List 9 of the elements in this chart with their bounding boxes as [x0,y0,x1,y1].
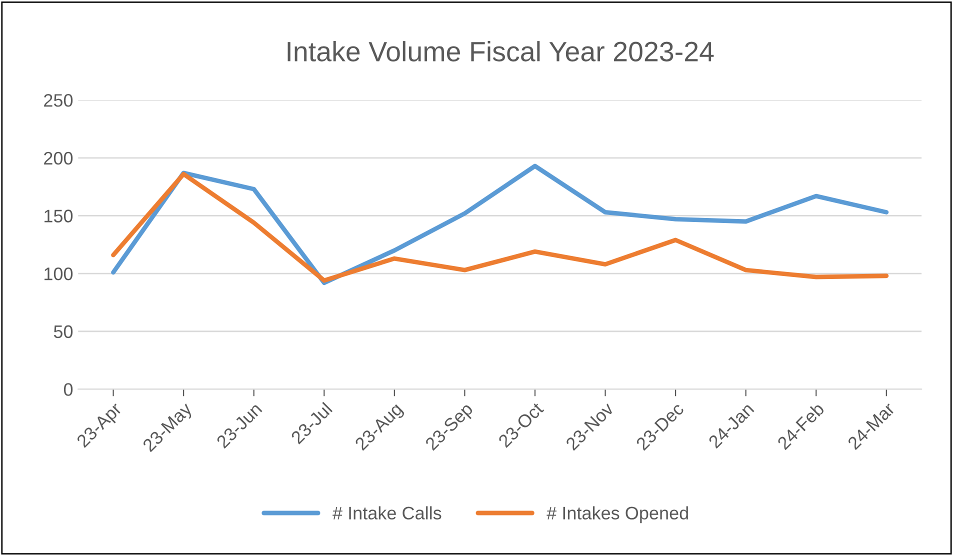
y-tick-label: 250 [44,94,73,107]
chart-title: Intake Volume Fiscal Year 2023-24 [288,41,714,62]
legend-label: # Intakes Opened [546,506,688,524]
y-tick-label: 0 [64,383,73,396]
y-tick-label: 50 [54,325,73,338]
legend-label: # Intake Calls [332,506,442,520]
y-tick-label: 200 [44,152,73,165]
y-tick-label: 150 [44,210,73,222]
y-tick-label: 100 [44,267,73,280]
